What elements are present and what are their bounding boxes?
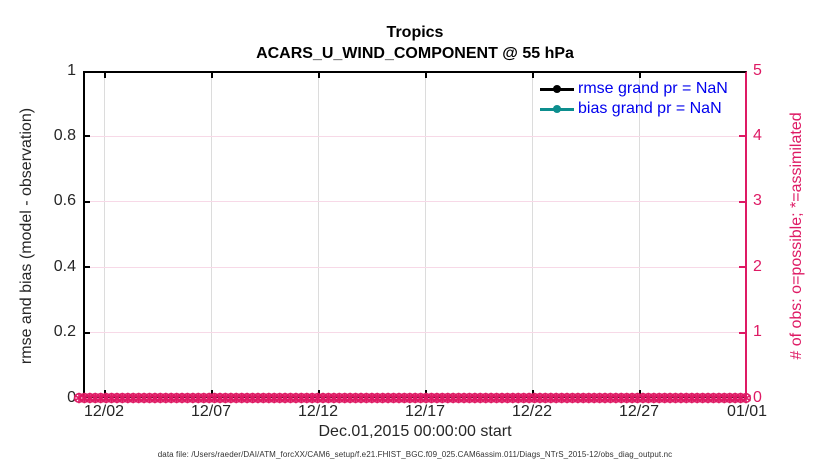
right-y-axis-label: # of obs: o=possible; *=assimilated	[788, 112, 805, 360]
gridline-horizontal	[85, 332, 745, 333]
y-tick-right	[739, 135, 745, 137]
data-file-footnote: data file: /Users/raeder/DAI/ATM_forcXX/…	[157, 450, 673, 459]
legend-label-rmse: rmse grand pr = NaN	[578, 80, 728, 97]
x-tick	[318, 390, 320, 396]
x-tick	[425, 72, 427, 78]
y-tick-label-left: 0.6	[53, 192, 76, 209]
gridline-vertical	[425, 72, 426, 397]
x-tick	[639, 72, 641, 78]
gridline-horizontal	[85, 267, 745, 268]
y-tick-label-left: 1	[67, 62, 76, 79]
legend: rmse grand pr = NaN bias grand pr = NaN	[540, 80, 745, 118]
y-tick-left	[84, 332, 90, 334]
legend-item-rmse: rmse grand pr = NaN	[540, 80, 745, 98]
gridline-vertical	[104, 72, 105, 397]
x-axis-label: Dec.01,2015 00:00:00 start	[318, 423, 512, 440]
chart-title-region: Tropics	[386, 24, 444, 41]
y-tick-label-right: 3	[753, 192, 762, 209]
y-tick-label-left: 0.8	[53, 127, 76, 144]
x-tick	[639, 390, 641, 396]
rmse-line-marker-icon	[540, 80, 574, 98]
y-tick-left	[84, 201, 90, 203]
x-tick-label: 12/12	[297, 403, 339, 420]
x-tick-label: 12/22	[511, 403, 553, 420]
x-tick	[104, 72, 106, 78]
y-tick-label-right: 1	[753, 323, 762, 340]
y-tick-label-left: 0.4	[53, 258, 76, 275]
y-tick-right	[739, 332, 745, 334]
gridline-horizontal	[85, 136, 745, 137]
x-tick	[211, 72, 213, 78]
legend-item-bias: bias grand pr = NaN	[540, 100, 745, 118]
y-tick-label-right: 2	[753, 258, 762, 275]
x-tick-label: 01/01	[726, 403, 768, 420]
x-tick-label: 12/07	[190, 403, 232, 420]
gridline-vertical	[211, 72, 212, 397]
plot-area	[83, 71, 747, 398]
y-tick-left	[84, 135, 90, 137]
bias-line-marker-icon	[540, 100, 574, 118]
y-tick-right	[739, 266, 745, 268]
y-tick-label-right: 0	[753, 389, 762, 406]
x-tick-label: 12/27	[618, 403, 660, 420]
x-tick-label: 12/17	[404, 403, 446, 420]
x-tick	[532, 390, 534, 396]
x-tick	[104, 390, 106, 396]
gridline-vertical	[532, 72, 533, 397]
y-tick-label-right: 4	[753, 127, 762, 144]
obs-count-marker-band	[73, 392, 752, 404]
x-tick	[532, 72, 534, 78]
y-tick-label-left: 0	[67, 389, 76, 406]
y-tick-label-left: 0.2	[53, 323, 76, 340]
gridline-horizontal	[85, 201, 745, 202]
x-tick	[318, 72, 320, 78]
y-tick-right	[739, 201, 745, 203]
x-tick	[211, 390, 213, 396]
legend-label-bias: bias grand pr = NaN	[578, 100, 722, 117]
y-tick-left	[84, 266, 90, 268]
gridline-vertical	[639, 72, 640, 397]
x-tick-label: 12/02	[83, 403, 125, 420]
left-y-axis-label: rmse and bias (model - observation)	[18, 107, 35, 365]
y-tick-label-right: 5	[753, 62, 762, 79]
chart-title-variable: ACARS_U_WIND_COMPONENT @ 55 hPa	[256, 45, 574, 62]
gridline-vertical	[318, 72, 319, 397]
